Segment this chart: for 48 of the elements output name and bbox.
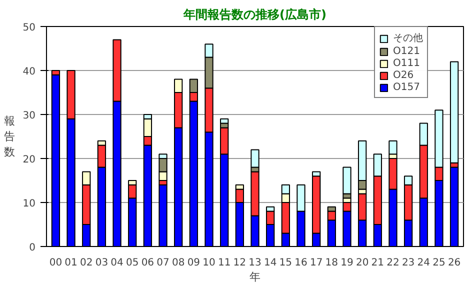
x-tick-label: 21 [371,258,384,268]
x-tick-label: 14 [264,258,277,268]
legend-label: O111 [393,58,420,69]
x-tick-label: 24 [417,258,430,268]
bar [450,166,459,246]
x-tick-label: 25 [432,258,446,268]
x-tick-label: 22 [386,258,400,268]
bar [342,166,352,194]
x-tick-label: 10 [202,258,216,268]
x-tick-label: 09 [187,258,200,268]
legend-label: O26 [393,70,414,81]
legend-label: O157 [393,82,420,93]
x-tick-label: 02 [80,258,93,268]
y-tick-label: 50 [22,22,36,34]
bar [388,140,398,155]
y-tick-label: 40 [22,66,36,78]
x-tick-label: 15 [279,258,292,268]
bar [158,184,168,246]
y-tick-label: 30 [22,110,36,122]
legend-label: O121 [393,46,420,57]
x-tick-label: 11 [218,258,231,268]
y-tick-label: 10 [22,198,36,210]
bar [51,74,60,246]
x-tick-label: 19 [340,258,354,268]
x-tick-label: 17 [310,258,323,268]
x-tick-label: 07 [156,258,170,268]
y-tick-label: 20 [22,154,36,166]
y-tick-label: 0 [29,242,36,254]
x-tick-label: 00 [49,258,62,268]
x-tick-label: 08 [172,258,185,268]
bar [220,118,229,124]
x-tick-label: 01 [64,258,78,268]
chart-title: 年間報告数の推移(広島市) [182,8,326,22]
x-tick-label: 18 [325,258,338,268]
x-tick-label: 06 [141,258,154,268]
x-tick-label: 23 [402,258,415,268]
y-axis-title: 報告数 [4,114,15,159]
x-tick-label: 13 [248,258,262,268]
x-tick-label: 20 [356,258,369,268]
x-tick-label: 12 [233,258,246,268]
x-tick-label: 05 [126,258,139,268]
x-tick-label: 03 [95,258,108,268]
bar [250,149,260,168]
x-axis-title: 年 [250,270,260,284]
legend-label: その他 [393,32,423,45]
x-tick-label: 26 [448,258,461,268]
x-tick-label: 16 [294,258,308,268]
x-tick-label: 04 [110,258,124,268]
